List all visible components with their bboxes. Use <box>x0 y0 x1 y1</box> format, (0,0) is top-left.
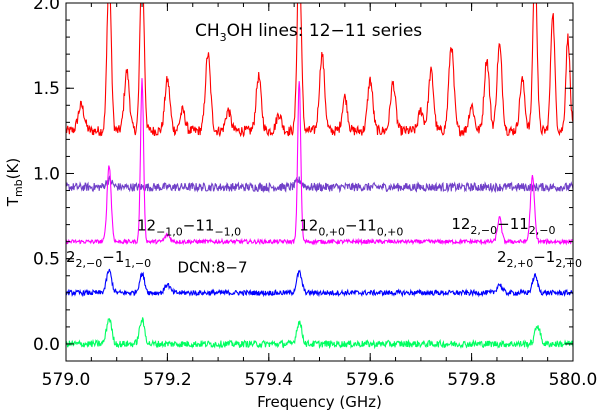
annotation-main: 12 <box>137 217 156 235</box>
x-tick-label: 579.2 <box>143 370 192 390</box>
annotation-sub: −1,0 <box>156 226 183 239</box>
annotation-sub: 2,−0 <box>470 224 497 237</box>
line-annotation: 22,+0−12,+0 <box>497 248 582 270</box>
y-tick-label: 1.5 <box>33 79 60 99</box>
ticks-layer <box>65 2 574 362</box>
annotation-sub: −1,0 <box>214 226 241 239</box>
chart-title-part: OH lines: 12−11 series <box>227 21 423 41</box>
series-line-2 <box>66 78 573 246</box>
series-line-0 <box>66 3 573 138</box>
annotation-main: 2 <box>66 248 76 266</box>
text-layer: 579.0 579.2 579.4 579.6 579.8 580.0 0.0 0.5 1.0 1… <box>4 0 597 411</box>
y-axis-label-sub: mb <box>12 179 25 197</box>
x-tick-label: 580.0 <box>549 370 598 390</box>
chart-title: CH3OH lines: 12−11 series <box>195 21 422 44</box>
line-annotation: DCN:8−7 <box>178 258 248 276</box>
annotation-sub: 2,+0 <box>506 257 533 270</box>
annotation-sub: 2,−0 <box>529 224 556 237</box>
x-tick-label: 579.6 <box>346 370 395 390</box>
annotation-sub: 0,+0 <box>318 226 345 239</box>
line-annotation: 22,−0−11,−0 <box>66 248 151 270</box>
y-axis-label: Tmb(K) <box>4 158 25 207</box>
series-line-3 <box>66 268 573 298</box>
plot-frame <box>65 2 574 362</box>
annotation-main: −11 <box>183 217 215 235</box>
annotation-sub: 1,−0 <box>124 257 151 270</box>
x-tick-label: 579.8 <box>447 370 496 390</box>
chart-title-part: CH <box>195 21 220 41</box>
series-line-4 <box>66 317 573 350</box>
y-tick-label: 1.0 <box>33 164 60 184</box>
line-annotation: 12−1,0−11−1,0 <box>137 217 241 239</box>
line-annotation: 120,+0−110,+0 <box>299 217 403 239</box>
x-tick-label: 579.0 <box>42 370 91 390</box>
annotation-main: −1 <box>533 248 555 266</box>
chart-title-sub: 3 <box>220 31 227 44</box>
annotation-main: DCN:8−7 <box>178 258 248 276</box>
annotation-main: −11 <box>497 215 529 233</box>
annotation-sub: 0,+0 <box>377 226 404 239</box>
y-tick-label: 2.0 <box>33 0 60 14</box>
annotation-sub: 2,+0 <box>555 257 582 270</box>
annotation-sub: 2,−0 <box>76 257 103 270</box>
y-axis-label-main: T <box>4 196 22 207</box>
annotation-main: 12 <box>299 217 318 235</box>
x-tick-label: 579.4 <box>244 370 293 390</box>
annotation-main: 12 <box>451 215 470 233</box>
series-layer <box>66 3 573 350</box>
y-tick-label: 0.5 <box>33 250 60 270</box>
y-tick-label: 0.0 <box>33 335 60 355</box>
annotation-main: −1 <box>102 248 124 266</box>
y-axis-label-unit: (K) <box>4 158 22 180</box>
annotation-main: −11 <box>345 217 377 235</box>
series-line-1 <box>66 175 573 194</box>
annotation-main: 2 <box>497 248 507 266</box>
x-axis-label: Frequency (GHz) <box>257 393 382 411</box>
line-annotation: 122,−0−112,−0 <box>451 215 555 237</box>
